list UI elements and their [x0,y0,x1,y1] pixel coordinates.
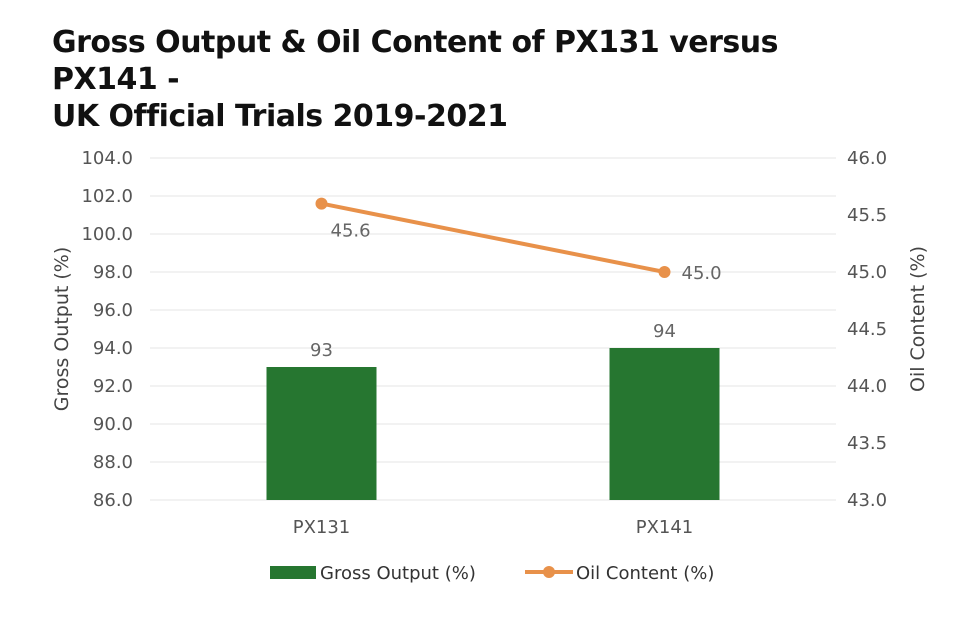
right-axis-tick-label: 43.0 [847,490,887,511]
right-axis-tick-label: 45.5 [847,205,887,226]
left-axis-title: Gross Output (%) [51,247,73,412]
right-axis-title: Oil Content (%) [907,246,929,392]
left-axis-tick-label: 92.0 [93,376,133,397]
right-axis-ticks: 43.0 43.5 44.0 44.5 45.0 45.5 46.0 [847,148,887,511]
bar-px131 [266,367,377,500]
left-axis-tick-label: 104.0 [81,148,133,169]
x-axis-ticks: PX131 PX141 [293,517,694,538]
legend-bar-label: Gross Output (%) [320,563,476,584]
chart-title-line-2: UK Official Trials 2019-2021 [52,99,508,134]
chart-title-line-1: Gross Output & Oil Content of PX131 vers… [52,25,779,97]
bar-data-label: 94 [653,321,676,342]
legend-line-marker [543,566,555,578]
left-axis-tick-label: 88.0 [93,452,133,473]
oil-content-line [319,201,667,274]
left-axis-tick-label: 98.0 [93,262,133,283]
x-axis-tick-label: PX141 [636,517,694,538]
legend-line-label: Oil Content (%) [576,563,714,584]
x-axis-tick-label: PX131 [293,517,351,538]
legend: Gross Output (%) Oil Content (%) [270,563,714,584]
left-axis-tick-label: 100.0 [81,224,133,245]
line-data-label: 45.0 [682,263,722,284]
chart-title: Gross Output & Oil Content of PX131 vers… [52,24,872,135]
bar-px141 [609,348,720,500]
oil-content-point [658,266,671,278]
right-axis-tick-label: 44.0 [847,376,887,397]
left-axis-tick-label: 90.0 [93,414,133,435]
left-axis-tick-label: 86.0 [93,490,133,511]
left-axis-tick-label: 96.0 [93,300,133,321]
line-series: 45.6 45.0 [315,197,722,284]
right-axis-tick-label: 46.0 [847,148,887,169]
left-axis-tick-label: 94.0 [93,338,133,359]
gridlines [150,157,836,501]
right-axis-tick-label: 44.5 [847,319,887,340]
legend-bar-swatch [270,566,316,579]
right-axis-tick-label: 45.0 [847,262,887,283]
oil-content-point [315,197,328,210]
right-axis-tick-label: 43.5 [847,433,887,454]
bar-series: 93 94 [266,321,720,500]
left-axis-tick-label: 102.0 [81,186,133,207]
line-data-label: 45.6 [331,221,371,242]
bar-data-label: 93 [310,340,333,361]
left-axis-ticks: 86.0 88.0 90.0 92.0 94.0 96.0 98.0 100.0 102.0 10… [81,148,133,511]
